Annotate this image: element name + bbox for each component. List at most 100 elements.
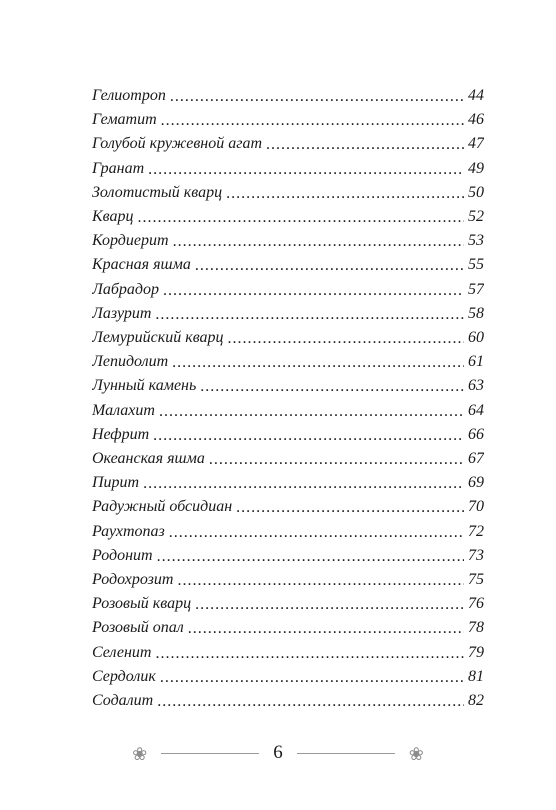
toc-entry-title: Красная яшма	[92, 253, 195, 277]
toc-entry-page: 70	[464, 495, 484, 519]
toc-leader-dots	[172, 351, 464, 374]
toc-leader-dots	[137, 206, 464, 229]
toc-leader-dots	[173, 230, 464, 253]
page-number: 6	[273, 742, 283, 764]
toc-entry-title: Голубой кружевной агат	[92, 132, 266, 156]
toc-entry-page: 76	[464, 592, 484, 616]
toc-leader-dots	[161, 109, 464, 132]
toc-entry-page: 69	[464, 471, 484, 495]
toc-entry-page: 46	[464, 108, 484, 132]
toc-entry: Содалит 82	[92, 689, 484, 713]
toc-entry-title: Сердолик	[92, 665, 160, 689]
toc-entry: Гранат 49	[92, 157, 484, 181]
toc-entry: Гематит 46	[92, 108, 484, 132]
toc-entry: Океанская яшма 67	[92, 447, 484, 471]
toc-leader-dots	[153, 424, 464, 447]
toc-entry-page: 75	[464, 568, 484, 592]
toc-entry-title: Гематит	[92, 108, 161, 132]
toc-entry-page: 52	[464, 205, 484, 229]
toc-entry: Раухтопаз 72	[92, 520, 484, 544]
toc-entry-title: Лунный камень	[92, 374, 200, 398]
toc-entry: Малахит64	[92, 399, 484, 423]
toc-leader-dots	[228, 327, 464, 350]
toc-entry-title: Гранат	[92, 157, 148, 181]
toc-entry: Кварц 52	[92, 205, 484, 229]
toc-entry: Розовый кварц 76	[92, 592, 484, 616]
toc-leader-dots	[155, 642, 464, 665]
toc-entry: Лепидолит 61	[92, 350, 484, 374]
toc-entry-page: 67	[464, 447, 484, 471]
toc-entry: Селенит79	[92, 641, 484, 665]
toc-entry-title: Малахит	[92, 399, 159, 423]
toc-entry: Родонит 73	[92, 544, 484, 568]
toc-entry-page: 44	[464, 84, 484, 108]
toc-entry: Красная яшма 55	[92, 253, 484, 277]
toc-entry-page: 72	[464, 520, 484, 544]
flower-icon: ❀	[409, 745, 424, 763]
toc-entry-title: Кордиерит	[92, 229, 173, 253]
toc-entry-page: 81	[464, 665, 484, 689]
toc-entry-page: 47	[464, 132, 484, 156]
toc-entry-page: 79	[464, 641, 484, 665]
toc-entry: Гелиотроп 44	[92, 84, 484, 108]
toc-entry: Радужный обсидиан70	[92, 495, 484, 519]
toc-leader-dots	[163, 279, 464, 302]
toc-entry-title: Родонит	[92, 544, 157, 568]
page: Гелиотроп44Гематит46Голубой кружевной аг…	[0, 0, 556, 810]
toc-entry-title: Лабрадор	[92, 278, 163, 302]
toc-entry-title: Океанская яшма	[92, 447, 209, 471]
toc-entry-page: 60	[464, 326, 484, 350]
footer-rule-left	[161, 753, 259, 754]
toc-entry-title: Кварц	[92, 205, 137, 229]
toc-entry: Лемурийский кварц 60	[92, 326, 484, 350]
toc-leader-dots	[170, 85, 464, 108]
toc-entry-title: Родохрозит	[92, 568, 177, 592]
toc-entry-page: 82	[464, 689, 484, 713]
toc-entry: Кордиерит 53	[92, 229, 484, 253]
toc-leader-dots	[188, 617, 464, 640]
toc-entry-page: 61	[464, 350, 484, 374]
toc-leader-dots	[236, 496, 464, 519]
toc-entry-title: Содалит	[92, 689, 157, 713]
toc-entry-title: Лемурийский кварц	[92, 326, 228, 350]
toc-leader-dots	[195, 254, 464, 277]
toc-entry-title: Розовый кварц	[92, 592, 195, 616]
toc-entry-page: 66	[464, 423, 484, 447]
toc-entry-title: Пирит	[92, 471, 143, 495]
toc-entry-title: Раухтопаз	[92, 520, 169, 544]
toc-entry: Лабрадор 57	[92, 278, 484, 302]
toc-leader-dots	[159, 400, 464, 423]
toc-leader-dots	[200, 375, 464, 398]
toc-entry-title: Гелиотроп	[92, 84, 170, 108]
toc-leader-dots	[266, 133, 464, 156]
toc-entry-page: 73	[464, 544, 484, 568]
toc-entry-page: 49	[464, 157, 484, 181]
footer-rule-right	[297, 753, 395, 754]
toc-entry-title: Розовый опал	[92, 616, 188, 640]
toc-leader-dots	[226, 182, 464, 205]
toc-entry-page: 53	[464, 229, 484, 253]
toc-leader-dots	[160, 666, 464, 689]
toc-entry-title: Нефрит	[92, 423, 153, 447]
toc-entry-title: Золотистый кварц	[92, 181, 226, 205]
toc-entry: Розовый опал 78	[92, 616, 484, 640]
toc-entry-page: 55	[464, 253, 484, 277]
toc-leader-dots	[143, 472, 464, 495]
toc-entry: Голубой кружевной агат 47	[92, 132, 484, 156]
toc-entry: Лунный камень 63	[92, 374, 484, 398]
toc-leader-dots	[209, 448, 464, 471]
toc-entry-page: 63	[464, 374, 484, 398]
toc-entry: Родохрозит 75	[92, 568, 484, 592]
page-footer: ❀ 6 ❀	[0, 742, 556, 764]
toc-leader-dots	[169, 521, 464, 544]
toc-leader-dots	[195, 593, 464, 616]
toc-entry-page: 57	[464, 278, 484, 302]
flower-icon: ❀	[132, 745, 147, 763]
toc-entry: Лазурит58	[92, 302, 484, 326]
toc-entry: Золотистый кварц50	[92, 181, 484, 205]
toc-entry-page: 78	[464, 616, 484, 640]
toc-entry: Нефрит 66	[92, 423, 484, 447]
toc-entry-title: Лепидолит	[92, 350, 172, 374]
toc-entry: Пирит 69	[92, 471, 484, 495]
toc-entry: Сердолик 81	[92, 665, 484, 689]
